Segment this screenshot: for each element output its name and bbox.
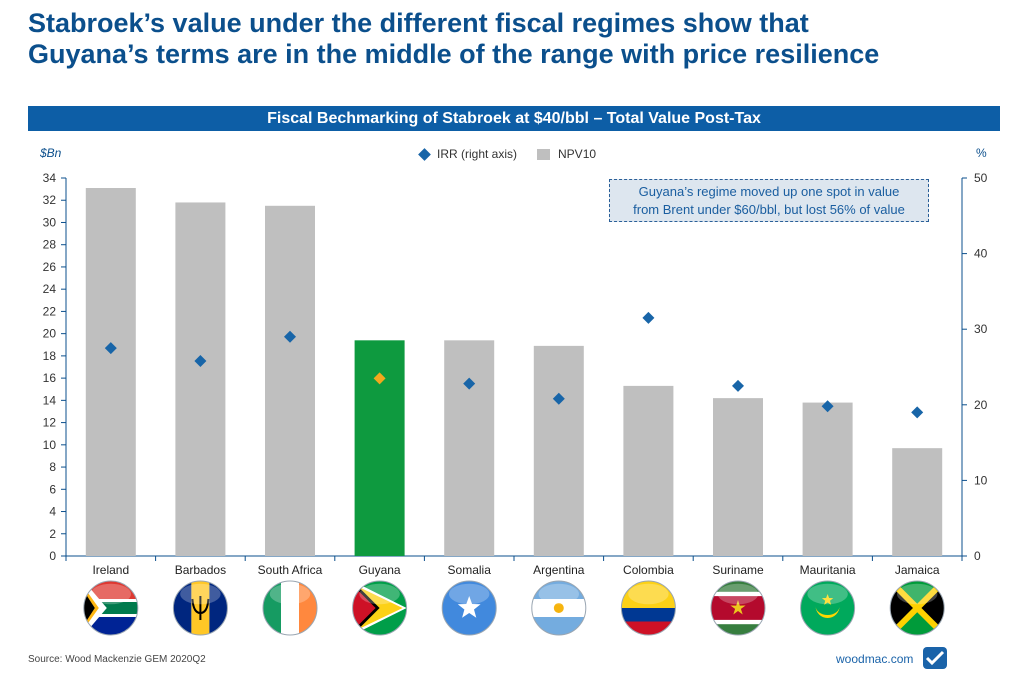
mauritania-flag	[800, 581, 855, 635]
somalia-flag	[442, 581, 497, 635]
flag-border	[172, 580, 228, 636]
irr-marker-somalia	[463, 377, 476, 390]
jamaica-flag	[890, 581, 945, 635]
irr-marker-ireland	[104, 342, 117, 355]
category-label: Mauritania	[800, 563, 856, 577]
right-tick-label: 10	[974, 473, 988, 487]
legend-npv-label: NPV10	[558, 147, 597, 161]
right-tick-label: 40	[974, 247, 988, 261]
ireland-flag	[263, 581, 317, 635]
irr-marker-jamaica	[911, 406, 924, 419]
flag-border	[441, 580, 497, 636]
irr-marker-mauritania	[821, 400, 834, 413]
left-tick-label: 22	[43, 304, 57, 318]
npv-bar-argentina	[533, 345, 584, 556]
irr-marker-argentina	[552, 392, 565, 405]
left-tick-label: 32	[43, 193, 57, 207]
source-note: Source: Wood Mackenzie GEM 2020Q2	[28, 654, 206, 665]
category-label: Jamaica	[895, 563, 940, 577]
left-tick-label: 10	[43, 438, 57, 452]
npv-bar-somalia	[444, 340, 495, 556]
category-label: Barbados	[175, 563, 226, 577]
headline: Stabroek’s value under the different fis…	[28, 8, 1008, 70]
left-tick-label: 20	[43, 327, 57, 341]
npv-bar-suriname	[713, 398, 763, 556]
left-axis-unit: $Bn	[40, 146, 62, 160]
left-tick-label: 14	[43, 393, 57, 407]
category-label: Ireland	[92, 563, 129, 577]
category-label: Argentina	[533, 563, 585, 577]
category-label: Colombia	[623, 563, 674, 577]
brand-link[interactable]: woodmac.com	[836, 652, 914, 666]
flag-border	[262, 580, 318, 636]
right-axis-unit: %	[976, 146, 987, 160]
left-tick-label: 2	[49, 527, 56, 541]
legend-irr-label: IRR (right axis)	[437, 147, 518, 161]
category-label: Suriname	[712, 563, 764, 577]
flag-border	[83, 580, 139, 636]
left-tick-label: 18	[43, 349, 57, 363]
annotation-box: Guyana’s regime moved up one spot in val…	[609, 179, 929, 222]
flag-border	[531, 580, 587, 636]
irr-marker-colombia	[642, 311, 655, 324]
left-tick-label: 28	[43, 238, 57, 252]
woodmac-logo-icon	[923, 647, 947, 669]
npv-bar-jamaica	[892, 448, 943, 556]
flag-border	[620, 580, 676, 636]
category-label: Guyana	[359, 563, 401, 577]
npv-bar-south-africa	[265, 205, 315, 556]
left-tick-label: 30	[43, 215, 57, 229]
barbados-flag	[173, 581, 228, 635]
headline-line-2: Guyana’s terms are in the middle of the …	[28, 39, 880, 69]
left-tick-label: 4	[49, 505, 56, 519]
left-tick-label: 26	[43, 260, 57, 274]
left-tick-label: 12	[43, 416, 57, 430]
annotation-line-1: Guyana’s regime moved up one spot in val…	[638, 184, 900, 199]
legend-bar-icon	[537, 148, 551, 160]
argentina-flag	[531, 581, 586, 635]
flag-border	[352, 580, 408, 636]
right-tick-label: 20	[974, 398, 988, 412]
left-tick-label: 16	[43, 371, 57, 385]
right-tick-label: 50	[974, 171, 988, 185]
left-tick-label: 24	[43, 282, 57, 296]
irr-marker-barbados	[194, 354, 207, 367]
npv-bar-colombia	[623, 385, 674, 556]
irr-marker-guyana	[373, 372, 386, 385]
category-label: South Africa	[258, 563, 323, 577]
chart-title: Fiscal Bechmarking of Stabroek at $40/bb…	[28, 106, 1000, 131]
left-tick-label: 6	[49, 482, 56, 496]
left-tick-label: 0	[49, 549, 56, 563]
flag-border	[800, 580, 856, 636]
suriname-flag	[711, 581, 765, 635]
left-tick-label: 34	[43, 171, 57, 185]
npv-bar-barbados	[175, 202, 226, 557]
npv-bar-mauritania	[802, 402, 853, 556]
right-tick-label: 0	[974, 549, 981, 563]
irr-marker-south-africa	[284, 330, 296, 343]
flag-border	[889, 580, 945, 636]
annotation-line-2: from Brent under $60/bbl, but lost 56% o…	[633, 202, 905, 217]
flag-border	[710, 580, 766, 636]
guyana-flag	[352, 581, 407, 635]
category-label: Somalia	[448, 563, 492, 577]
legend: IRR (right axis) NPV10	[418, 147, 597, 161]
irr-marker-suriname	[732, 379, 744, 392]
right-tick-label: 30	[974, 322, 988, 336]
left-tick-label: 8	[49, 460, 56, 474]
npv-bar-ireland	[85, 188, 136, 556]
headline-line-1: Stabroek’s value under the different fis…	[28, 8, 809, 38]
